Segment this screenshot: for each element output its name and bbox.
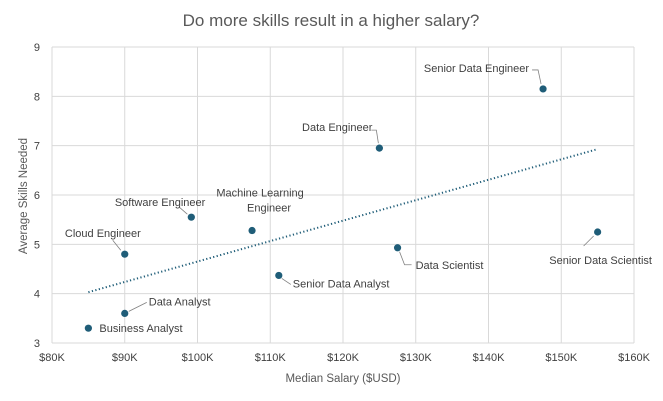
point-data-engineer — [375, 144, 383, 152]
y-tick-label: 7 — [34, 141, 40, 153]
y-tick-label: 9 — [34, 42, 40, 54]
gridlines — [51, 46, 635, 344]
y-axis-title: Average Skills Needed — [18, 138, 30, 254]
x-axis-ticks: $80K $90K $100K $110K $120K $130K $140K $150K $1… — [39, 352, 650, 364]
point-business-analyst — [84, 324, 92, 332]
chart-title: Do more skills result in a higher salary… — [183, 11, 480, 30]
x-tick-label: $130K — [400, 352, 432, 364]
leader-line-data-analyst — [128, 302, 147, 312]
label-data-engineer: Data Engineer — [302, 122, 373, 134]
x-tick-label: $90K — [112, 352, 138, 364]
x-tick-label: $100K — [182, 352, 214, 364]
label-machine-learning-engineer: Machine Learning Engineer — [216, 188, 303, 215]
y-tick-label: 8 — [34, 91, 40, 103]
label-line: Machine Learning — [216, 188, 303, 200]
label-senior-data-analyst: Senior Data Analyst — [293, 278, 390, 290]
y-tick-label: 4 — [34, 289, 40, 301]
data-points — [84, 85, 602, 332]
x-axis-title: Median Salary ($USD) — [285, 373, 400, 385]
y-tick-label: 3 — [34, 338, 40, 350]
leader-line-senior-data-engineer — [532, 69, 542, 85]
x-tick-label: $150K — [545, 352, 577, 364]
label-data-scientist: Data Scientist — [416, 260, 484, 272]
x-tick-label: $140K — [473, 352, 505, 364]
label-senior-data-scientist: Senior Data Scientist — [549, 255, 652, 267]
leader-line-senior-data-analyst — [281, 278, 292, 285]
point-machine-learning-engineer — [248, 226, 256, 235]
point-labels: Business Analyst Data Analyst Cloud Engine… — [65, 63, 652, 335]
x-tick-label: $80K — [39, 352, 65, 364]
leader-line-cloud-engineer — [112, 239, 122, 251]
leader-line-data-engineer — [371, 129, 379, 144]
y-axis-ticks: 3 4 5 6 7 8 9 — [34, 42, 40, 350]
x-tick-label: $120K — [327, 352, 359, 364]
point-data-scientist — [393, 244, 402, 252]
point-software-engineer — [187, 213, 195, 221]
x-tick-label: $110K — [255, 352, 287, 364]
point-senior-data-analyst — [275, 271, 283, 280]
y-tick-label: 6 — [34, 190, 40, 202]
label-software-engineer: Software Engineer — [115, 197, 206, 209]
label-line: Engineer — [247, 203, 291, 215]
x-tick-label: $160K — [618, 352, 650, 364]
label-business-analyst: Business Analyst — [99, 323, 182, 335]
point-data-analyst — [121, 309, 129, 317]
label-data-analyst: Data Analyst — [149, 296, 211, 308]
leader-line-senior-data-scientist — [583, 235, 594, 247]
leader-line-data-scientist — [399, 251, 412, 266]
label-cloud-engineer: Cloud Engineer — [65, 228, 141, 240]
label-senior-data-engineer: Senior Data Engineer — [424, 63, 530, 75]
y-tick-label: 5 — [34, 239, 40, 251]
leader-line-software-engineer — [179, 206, 188, 215]
point-senior-data-scientist — [594, 228, 602, 236]
point-cloud-engineer — [121, 250, 129, 258]
point-senior-data-engineer — [539, 85, 547, 93]
